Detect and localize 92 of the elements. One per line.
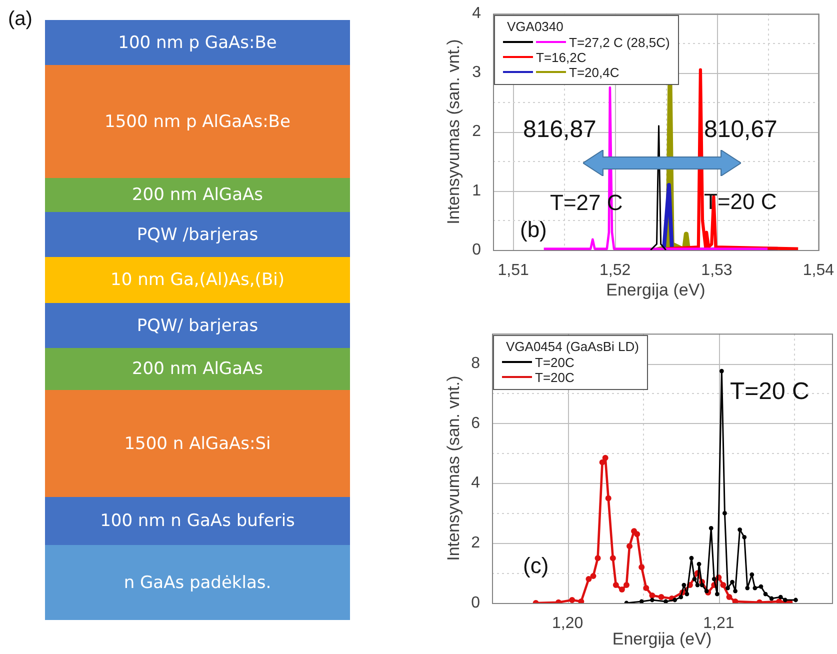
point [738, 527, 742, 532]
text: (a) [8, 8, 32, 31]
y-tick-label: 3 [472, 64, 482, 82]
y-axis-title: Intensyvumas (san. vnt.) [444, 39, 463, 224]
y-tick-label: 2 [472, 123, 482, 140]
y-tick-label: 4 [471, 474, 480, 492]
legend-label: T=20C [535, 354, 574, 370]
point [696, 562, 702, 566]
point [639, 599, 644, 603]
legend-title: VGA0340 [506, 18, 564, 34]
category-label: 100 nm p GaAs:Be [45, 20, 350, 65]
point [794, 598, 798, 602]
point [778, 594, 783, 600]
annotation: T=20 C [730, 378, 810, 406]
point [745, 586, 750, 590]
point [752, 586, 758, 590]
point [586, 576, 592, 582]
y-axis-title: Intensyvumas (san. vnt.) [444, 376, 463, 561]
category-label: PQW/ barjeras [45, 303, 350, 348]
point [658, 594, 664, 600]
x-axis-title: Energija (eV) [606, 280, 706, 300]
point [719, 368, 724, 374]
y-tick-label: 0 [471, 594, 480, 612]
point [590, 573, 596, 580]
y-tick-label: 2 [471, 534, 480, 552]
y-tick-label: 8 [471, 354, 480, 372]
point [750, 572, 754, 577]
y-tick-label: 1 [472, 182, 482, 200]
point [704, 588, 709, 594]
category-label: n GaAs padėklas. [45, 545, 350, 620]
y-tick-label: 4 [472, 5, 482, 22]
point [712, 576, 716, 582]
point [672, 598, 678, 602]
point [700, 582, 704, 588]
point [650, 598, 654, 602]
point [763, 592, 768, 596]
point [599, 459, 606, 466]
legend-label: T=20C [535, 370, 574, 385]
y-tick-label: 0 [472, 241, 482, 258]
point [708, 526, 714, 530]
point [602, 454, 608, 461]
x-tick-label: 1,52 [599, 262, 631, 280]
legend-label: T=27,2 C (28,5C) [569, 34, 670, 50]
category-label: 1500 nm p AlGaAs:Be [45, 65, 350, 178]
point [634, 531, 640, 538]
category-label: 10 nm Ga,(Al)As,(Bi) [45, 257, 350, 303]
annotation: (c) [523, 553, 549, 579]
point [722, 511, 727, 516]
category-label: 100 nm n GaAs buferis [45, 497, 350, 545]
category-label: 200 nm AlGaAs [45, 348, 350, 390]
x-tick-label: 1,54 [802, 262, 834, 280]
point [643, 585, 650, 592]
point [569, 597, 576, 603]
x-tick-label: 1,20 [552, 615, 584, 632]
point [689, 556, 694, 560]
point [684, 592, 690, 596]
point [638, 564, 645, 570]
category-label: 1500 n AlGaAs:Si [45, 390, 350, 497]
legend-title: VGA0454 (GaAsBi LD) [505, 338, 639, 354]
x-tick-label: 1,53 [701, 262, 732, 280]
annotation: (b) [520, 217, 547, 243]
point [726, 586, 730, 590]
point [695, 582, 700, 588]
point [720, 582, 726, 588]
x-tick-label: 1,51 [498, 262, 530, 280]
point [782, 598, 788, 602]
point [618, 586, 625, 593]
point [626, 543, 633, 550]
legend-label: T=20,4C [569, 64, 620, 80]
point [605, 495, 612, 502]
annotation: 810,67 [704, 116, 778, 144]
category-label: 200 nm AlGaAs [45, 178, 350, 212]
point [733, 588, 738, 594]
point [758, 584, 764, 589]
point [678, 594, 684, 600]
annotation: 816,87 [523, 116, 596, 144]
point [682, 582, 686, 588]
point [623, 582, 630, 588]
y-tick-label: 6 [471, 414, 480, 432]
point [730, 580, 734, 584]
point [610, 555, 616, 562]
point [664, 599, 668, 603]
point [742, 534, 747, 540]
point [649, 592, 656, 599]
point [714, 592, 720, 596]
category-label: PQW /barjeras [45, 212, 350, 257]
point [769, 596, 774, 601]
point [612, 582, 619, 588]
legend-label: T=16,2C [536, 50, 586, 65]
point [692, 576, 697, 582]
point [594, 555, 601, 562]
point [726, 594, 732, 600]
